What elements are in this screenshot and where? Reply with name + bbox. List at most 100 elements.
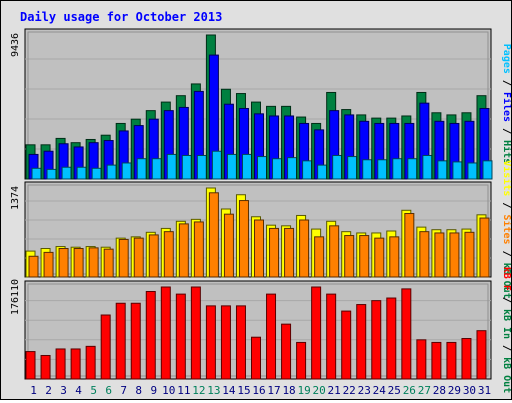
bar-sites [254,219,264,278]
bar-sites [374,237,385,278]
bar-sites [299,219,310,278]
bar-sites [389,236,400,278]
bar-pages [407,158,418,180]
x-tick-label: 26 [403,384,416,397]
bar-sites [419,231,430,278]
bar-kb-f [296,341,307,380]
x-tick-label: 3 [60,384,67,397]
bar-sites [88,247,99,278]
bar-sites [28,255,39,278]
legend-entry: kB Out [501,357,511,393]
x-tick-label: 13 [207,384,220,397]
bar-kb-f [25,351,36,380]
bar-kb-f [100,314,111,380]
x-tick-label: 30 [463,384,476,397]
bar-pages [347,156,358,180]
bar-sites [464,231,475,278]
bar-kb-f [175,293,186,380]
bar-pages [422,154,433,180]
x-tick-label: 28 [433,384,446,397]
bar-kb-f [356,304,367,380]
bar-kb-f [371,300,382,380]
bar-pages [226,153,237,180]
panel-max-label: 1374 [10,186,21,210]
bar-sites [344,235,355,278]
bar-kb-f [160,286,171,380]
bar-pages [317,164,328,180]
x-tick-label: 15 [237,384,250,397]
bar-kb-f [115,302,126,380]
bar-kb-f [85,345,96,380]
x-tick-label: 10 [162,384,175,397]
bar-sites [479,217,490,278]
bar-pages [61,166,72,180]
bar-pages [76,166,87,180]
x-axis-tick-labels: 1 2 3 4 5 6 7 8 9 10 11 12 13 14 15 16 17 18 19 20 21 22 23 24 2… [30,384,491,397]
x-tick-label: 24 [373,384,387,397]
x-tick-label: 19 [297,384,310,397]
bar-pages [392,158,403,180]
bar-pages [467,162,478,180]
panel-legend: kB F / kB In / kB Out [501,267,511,393]
bar-pages [106,164,117,180]
bar-sites [163,231,174,278]
bar-kb-f [341,310,352,380]
bar-pages [302,160,313,180]
panel-2: 1374 Visits / Sites / kB Out [10,160,512,298]
bar-pages [211,150,222,180]
legend-entry: Files [501,92,511,122]
x-tick-label: 25 [388,384,401,397]
bar-pages [362,159,373,180]
x-tick-label: 12 [192,384,205,397]
bar-sites [238,200,249,278]
legend-entry: Visits [501,160,511,196]
bar-kb-f [235,305,246,380]
legend-entry: / [501,196,511,214]
x-tick-label: 20 [313,384,326,397]
bar-pages [181,154,192,180]
bar-pages [166,153,177,180]
bar-kb-f [220,305,231,380]
x-tick-label: 27 [418,384,431,397]
bar-kb-f [401,288,412,380]
panel-3: 176110 kB F / kB In / kB Out [10,267,512,393]
bar-pages [136,158,147,180]
bar-pages [151,158,162,180]
bar-sites [73,247,84,278]
x-tick-label: 4 [75,384,82,397]
x-tick-label: 31 [478,384,491,397]
bar-sites [133,237,144,278]
bar-kb-f [476,330,487,380]
bar-sites [404,213,415,278]
bar-sites [193,221,204,278]
bar-sites [314,236,325,278]
legend-entry: / [501,245,511,263]
bar-kb-f [416,339,427,380]
bar-kb-f [281,323,292,380]
x-tick-label: 23 [358,384,371,397]
x-tick-label: 21 [328,384,341,397]
x-tick-label: 9 [150,384,157,397]
legend-entry: kB F [501,267,511,291]
panel-1: 9436 Pages / Files / Hits [10,28,512,180]
bar-pages [482,160,493,180]
bar-kb-f [266,293,277,380]
legend-entry: Pages [501,44,511,74]
bar-sites [208,192,219,278]
bar-pages [241,153,252,180]
bar-kb-f [55,348,66,380]
x-tick-label: 2 [45,384,52,397]
bar-pages [196,154,207,180]
legend-entry: / [501,339,511,357]
legend-entry: / [501,74,511,92]
legend-entry: Hits [501,140,511,164]
panel-max-label: 9436 [10,33,21,57]
bar-kb-f [326,293,337,380]
bar-sites [118,238,129,278]
bar-pages [91,167,102,180]
bar-kb-f [386,297,397,380]
bar-sites [269,227,280,278]
x-tick-label: 29 [448,384,461,397]
bar-kb-f [251,336,261,380]
